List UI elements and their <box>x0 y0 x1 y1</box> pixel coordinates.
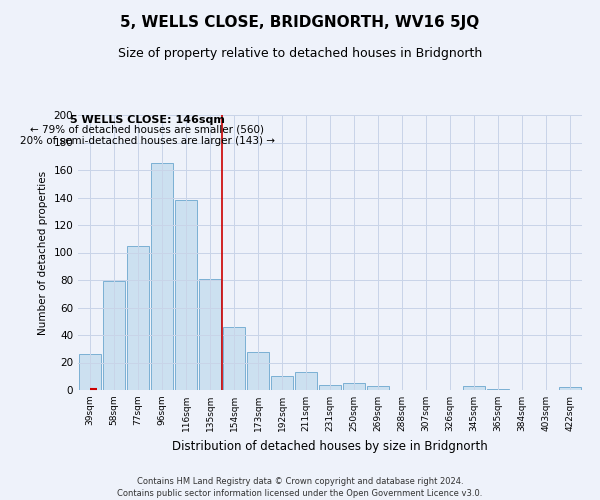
Text: Contains HM Land Registry data © Crown copyright and database right 2024.: Contains HM Land Registry data © Crown c… <box>137 478 463 486</box>
Bar <box>367 386 389 390</box>
X-axis label: Distribution of detached houses by size in Bridgnorth: Distribution of detached houses by size … <box>172 440 488 452</box>
Text: ← 79% of detached houses are smaller (560): ← 79% of detached houses are smaller (56… <box>30 124 264 134</box>
Text: 5, WELLS CLOSE, BRIDGNORTH, WV16 5JQ: 5, WELLS CLOSE, BRIDGNORTH, WV16 5JQ <box>121 15 479 30</box>
Bar <box>295 372 317 390</box>
Bar <box>223 327 245 390</box>
Bar <box>343 383 365 390</box>
Text: Contains public sector information licensed under the Open Government Licence v3: Contains public sector information licen… <box>118 489 482 498</box>
Bar <box>319 384 341 390</box>
Y-axis label: Number of detached properties: Number of detached properties <box>38 170 48 334</box>
Text: 5 WELLS CLOSE: 146sqm: 5 WELLS CLOSE: 146sqm <box>70 115 224 125</box>
Text: 20% of semi-detached houses are larger (143) →: 20% of semi-detached houses are larger (… <box>19 136 275 145</box>
Text: Size of property relative to detached houses in Bridgnorth: Size of property relative to detached ho… <box>118 48 482 60</box>
Bar <box>199 278 221 390</box>
Bar <box>463 386 485 390</box>
Bar <box>175 200 197 390</box>
Bar <box>559 387 581 390</box>
Bar <box>79 354 101 390</box>
Bar <box>247 352 269 390</box>
Bar <box>103 282 125 390</box>
Bar <box>487 388 509 390</box>
Bar <box>127 246 149 390</box>
Bar <box>271 376 293 390</box>
Bar <box>151 163 173 390</box>
